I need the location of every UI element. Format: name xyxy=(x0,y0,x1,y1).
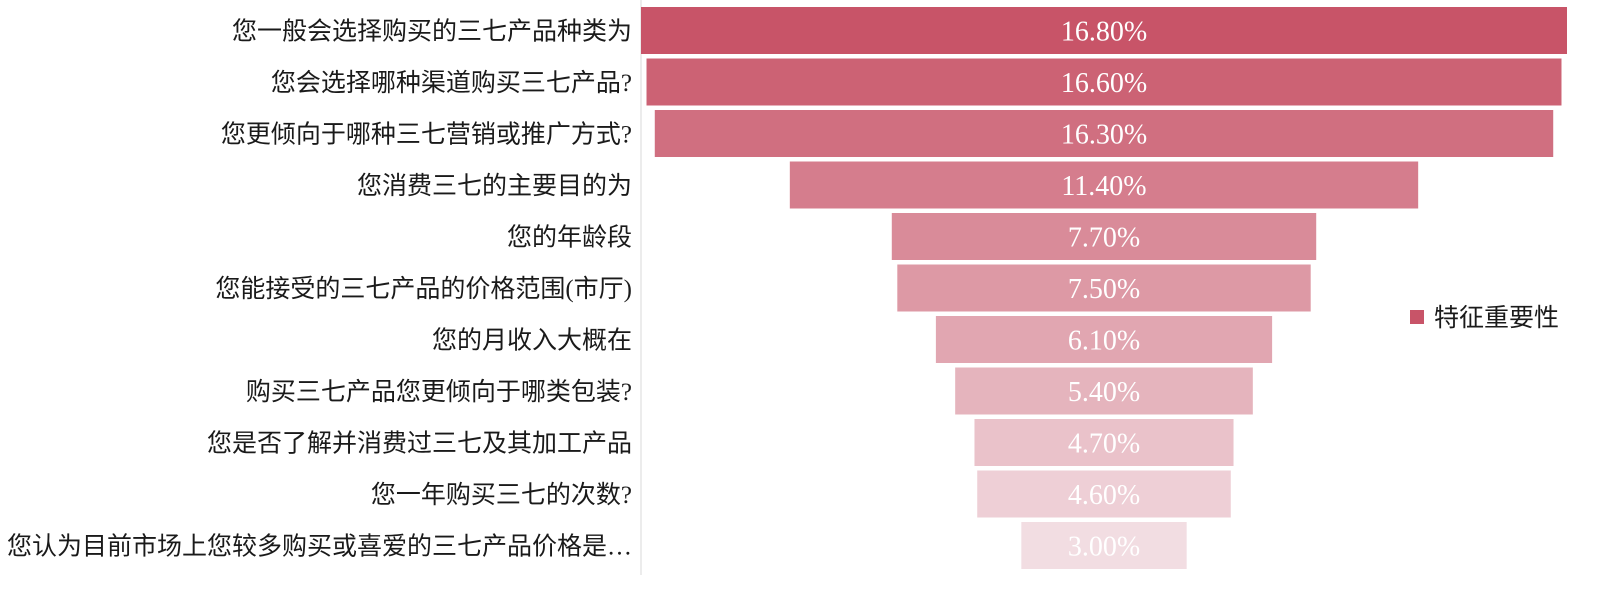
category-label: 您一般会选择购买的三七产品种类为 xyxy=(232,18,632,46)
category-label: 您是否了解并消费过三七及其加工产品 xyxy=(207,430,632,458)
funnel-bar xyxy=(641,7,1567,54)
funnel-bar xyxy=(897,264,1311,312)
category-label: 您一年购买三七的次数? xyxy=(371,481,632,509)
bar-value-label: 4.70% xyxy=(1068,429,1140,460)
bar-value-label: 6.10% xyxy=(1068,326,1140,357)
legend-swatch xyxy=(1410,310,1424,324)
funnel-bar xyxy=(935,316,1273,363)
bars-group: 16.80% 16.60% 16.30% 11.40% 7.70% 7.50% 6.10% 5… xyxy=(641,7,1567,569)
bar-value-label: 16.80% xyxy=(1061,17,1147,48)
bar-value-label: 3.00% xyxy=(1068,532,1140,563)
category-label: 您能接受的三七产品的价格范围(市厅) xyxy=(215,275,632,303)
category-label: 您的月收入大概在 xyxy=(432,327,632,355)
funnel-bar xyxy=(646,58,1562,106)
bar-value-label: 7.50% xyxy=(1068,274,1140,305)
legend-label: 特征重要性 xyxy=(1434,304,1559,332)
funnel-bar xyxy=(955,367,1253,415)
category-label: 您会选择哪种渠道购买三七产品? xyxy=(271,69,632,97)
category-label: 您的年龄段 xyxy=(507,224,632,252)
bar-value-label: 16.60% xyxy=(1061,68,1147,99)
funnel-bar xyxy=(654,110,1554,157)
bar-value-label: 4.60% xyxy=(1068,480,1140,511)
funnel-bar xyxy=(974,419,1234,466)
category-label: 购买三七产品您更倾向于哪类包装? xyxy=(246,378,632,406)
legend: 特征重要性 xyxy=(1410,304,1559,332)
bar-value-label: 16.30% xyxy=(1061,120,1147,151)
bar-value-label: 7.70% xyxy=(1068,223,1140,254)
funnel-bar xyxy=(789,161,1419,209)
bar-value-label: 5.40% xyxy=(1068,377,1140,408)
funnel-bar xyxy=(891,213,1317,260)
category-label: 您消费三七的主要目的为 xyxy=(357,172,632,200)
funnel-bar xyxy=(977,470,1231,518)
category-label: 您更倾向于哪种三七营销或推广方式? xyxy=(221,121,632,149)
funnel-bar xyxy=(1021,522,1187,569)
bar-value-label: 11.40% xyxy=(1061,171,1146,202)
category-label: 您认为目前市场上您较多购买或喜爱的三七产品价格是… xyxy=(7,533,632,561)
